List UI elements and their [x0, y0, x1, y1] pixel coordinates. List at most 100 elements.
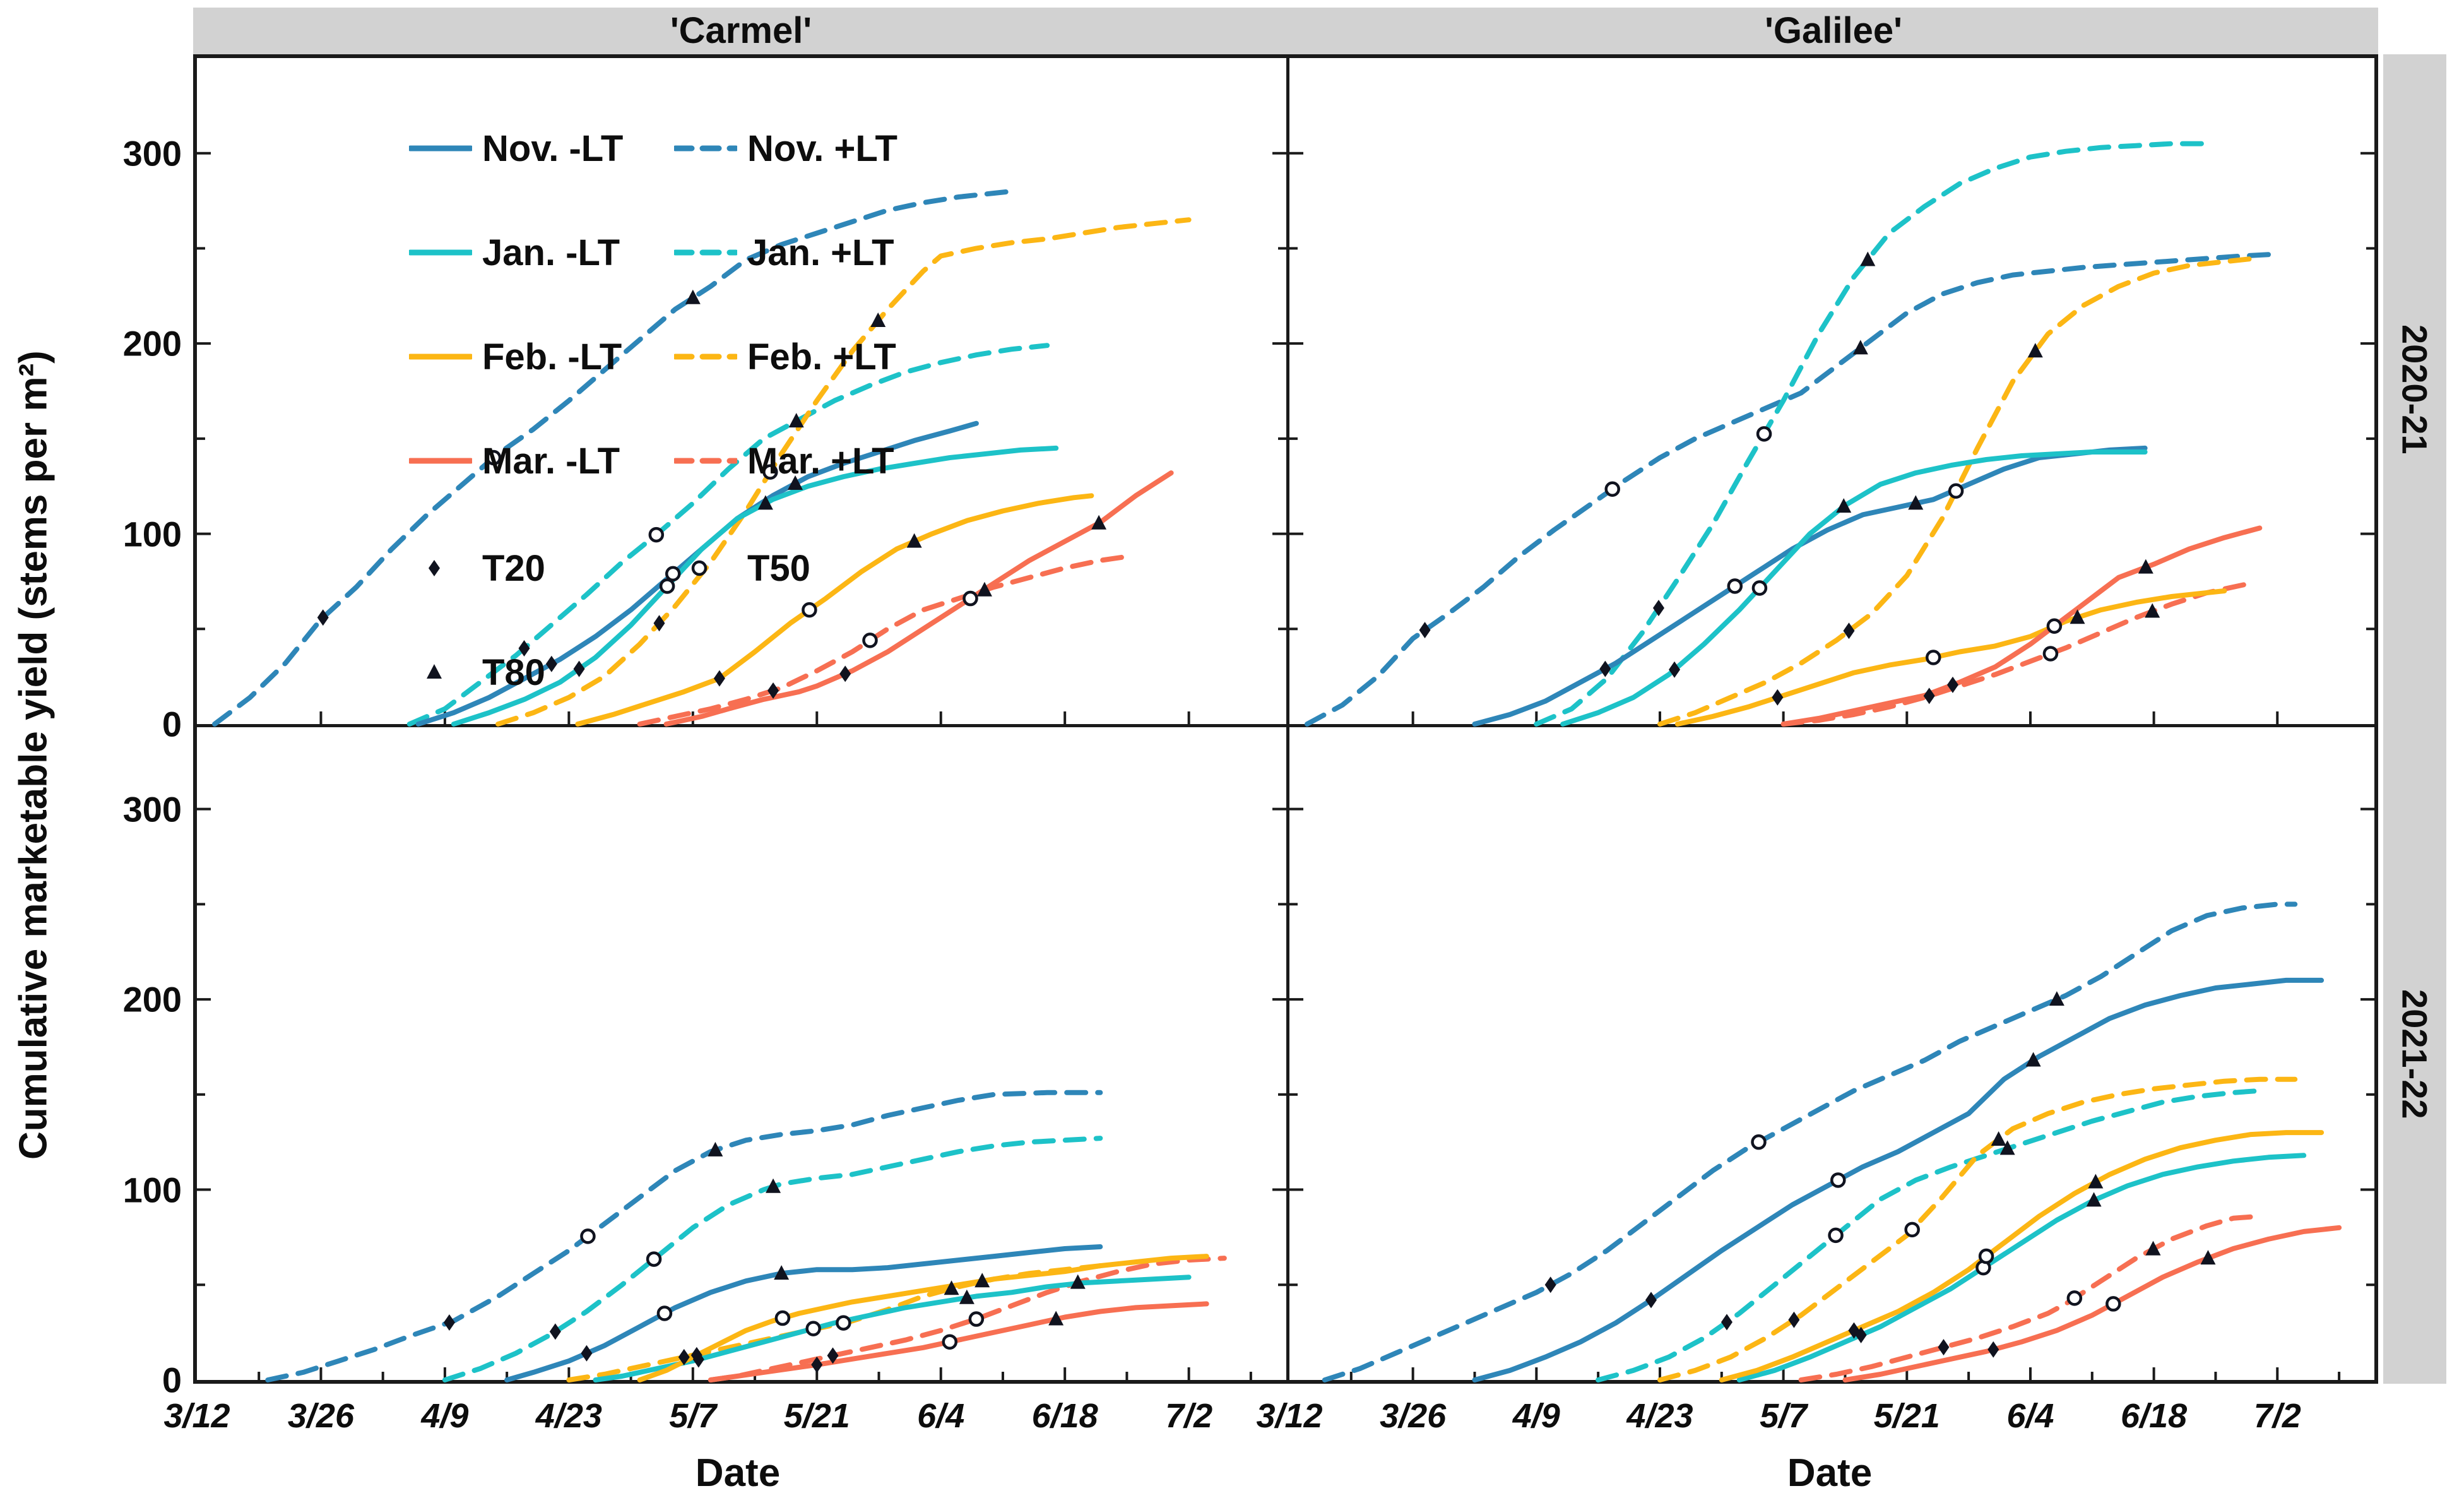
x-axis-title-right: Date — [1787, 1451, 1873, 1495]
y-tick-label: 200 — [122, 323, 182, 364]
legend-line-swatch-feb-minusLT — [409, 354, 472, 360]
t20-diamond-marker — [653, 615, 665, 632]
x-tick-label: 6/4 — [2006, 1397, 2054, 1435]
t20-diamond-marker — [713, 670, 725, 687]
legend-entry-t50: T50 — [674, 546, 810, 590]
legend-entry-mar-lt: Mar. -LT — [409, 439, 620, 483]
x-tick-label: 5/21 — [783, 1397, 850, 1435]
panel-carmel-2020-21 — [197, 58, 1286, 727]
t80-triangle-marker — [685, 289, 701, 304]
series-line-mar-plusLT — [708, 1256, 1227, 1382]
t50-circle-marker — [1751, 1134, 1767, 1150]
t20-diamond-marker — [811, 1356, 823, 1373]
series-line-mar-minusLT — [708, 1301, 1209, 1382]
t20-diamond-marker — [1987, 1341, 1999, 1358]
t80-triangle-marker — [2138, 559, 2153, 574]
legend-label: Jan. -LT — [482, 232, 620, 273]
t80-triangle-marker — [788, 475, 803, 490]
t80-triangle-marker — [2145, 1240, 2161, 1256]
y-axis-title: Cumulative marketable yield (stems per m… — [11, 350, 56, 1160]
t50-circle-marker — [2066, 1290, 2083, 1306]
series-line-feb-minusLT — [575, 493, 1094, 727]
x-tick-label: 4/23 — [535, 1397, 602, 1435]
legend-label: T50 — [747, 547, 810, 589]
panel-canvas-br — [1289, 807, 2374, 1382]
series-line-mar-minusLT — [1780, 525, 2263, 727]
t50-circle-marker — [648, 526, 665, 543]
cultivar-title-strip: 'Carmel' 'Galilee' — [193, 8, 2378, 54]
t50-circle-marker — [862, 633, 878, 648]
t80-triangle-marker — [2088, 1174, 2104, 1189]
t50-circle-marker — [836, 1315, 851, 1331]
legend-entry-jan-lt: Jan. +LT — [674, 230, 894, 275]
series-line-jan-plusLT — [406, 343, 1050, 727]
panel-carmel-2021-22 — [197, 727, 1286, 1382]
t50-circle-marker — [2046, 618, 2063, 634]
legend-line-swatch-jan-minusLT — [409, 249, 472, 256]
legend-line-swatch-nov-plusLT — [674, 145, 737, 152]
series-line-nov-plusLT — [265, 1090, 1103, 1382]
t20-diamond-marker — [1788, 1311, 1800, 1328]
legend-label: T20 — [482, 547, 545, 589]
t20-diamond-marker — [1843, 622, 1855, 639]
t20-diamond-marker — [317, 609, 329, 626]
t50-circle-marker — [1948, 483, 1964, 499]
series-line-jan-plusLT — [1534, 141, 2210, 727]
series-line-feb-plusLT — [495, 217, 1192, 727]
x-tick-label: 3/12 — [1256, 1397, 1323, 1435]
t50-circle-marker — [580, 1228, 596, 1244]
legend-circle-swatch — [691, 560, 708, 576]
legend-label: Nov. +LT — [747, 128, 897, 169]
y-tick-label: 200 — [122, 979, 182, 1020]
legend-entry-nov-lt: Nov. +LT — [674, 126, 897, 170]
t50-circle-marker — [665, 566, 681, 582]
legend-line-swatch-jan-plusLT — [674, 249, 737, 256]
t80-triangle-marker — [1048, 1311, 1064, 1326]
x-tick-label: 5/21 — [1873, 1397, 1940, 1435]
t20-diamond-marker — [678, 1348, 690, 1365]
legend-entry-nov-lt: Nov. -LT — [409, 126, 623, 170]
t50-circle-marker — [942, 1334, 958, 1350]
t20-diamond-marker — [545, 655, 557, 672]
x-tick-label: 7/2 — [2253, 1397, 2301, 1435]
t20-diamond-marker — [1669, 661, 1681, 678]
t80-triangle-marker — [2145, 603, 2160, 618]
t50-circle-marker — [691, 560, 708, 576]
t80-triangle-marker — [959, 1289, 974, 1304]
panel-galilee-2020-21 — [1289, 58, 2374, 727]
x-tick-label: 3/26 — [287, 1397, 355, 1435]
t50-circle-marker — [1751, 580, 1768, 596]
legend-diamond-swatch — [429, 560, 440, 576]
t50-circle-marker — [2042, 646, 2059, 662]
season-label-strip: 2020-21 2021-22 — [2383, 54, 2446, 1384]
t50-circle-marker — [805, 1321, 821, 1336]
y-tick-label: 0 — [162, 704, 182, 744]
t50-circle-marker — [1830, 1172, 1846, 1188]
series-line-feb-minusLT — [1674, 588, 2227, 727]
t50-circle-marker — [659, 578, 675, 594]
x-tick-label: 7/2 — [1165, 1397, 1213, 1435]
legend-label: Feb. -LT — [482, 336, 622, 378]
x-tick-label: 6/4 — [917, 1397, 965, 1435]
legend-label: Mar. +LT — [747, 440, 894, 482]
t80-triangle-marker — [427, 664, 442, 679]
t80-triangle-marker — [1860, 251, 1876, 266]
t50-circle-marker — [1727, 578, 1743, 594]
series-line-mar-minusLT — [1842, 1225, 2342, 1382]
t20-diamond-marker — [549, 1323, 561, 1340]
t80-triangle-marker — [766, 1178, 781, 1193]
x-tick-label: 5/7 — [1760, 1397, 1808, 1435]
t80-triangle-marker — [757, 495, 773, 510]
t50-circle-marker — [1828, 1227, 1844, 1244]
t80-triangle-marker — [708, 1141, 723, 1156]
y-tick-label: 0 — [162, 1360, 182, 1400]
series-line-feb-plusLT — [1657, 1076, 2298, 1382]
x-tick-label: 5/7 — [669, 1397, 717, 1435]
legend-label: T80 — [482, 651, 545, 693]
t50-circle-marker — [762, 464, 778, 480]
series-line-feb-minusLT — [637, 1254, 1209, 1382]
t50-circle-marker — [962, 590, 978, 607]
y-tick-label: 300 — [122, 133, 182, 174]
t50-circle-marker — [485, 449, 502, 466]
